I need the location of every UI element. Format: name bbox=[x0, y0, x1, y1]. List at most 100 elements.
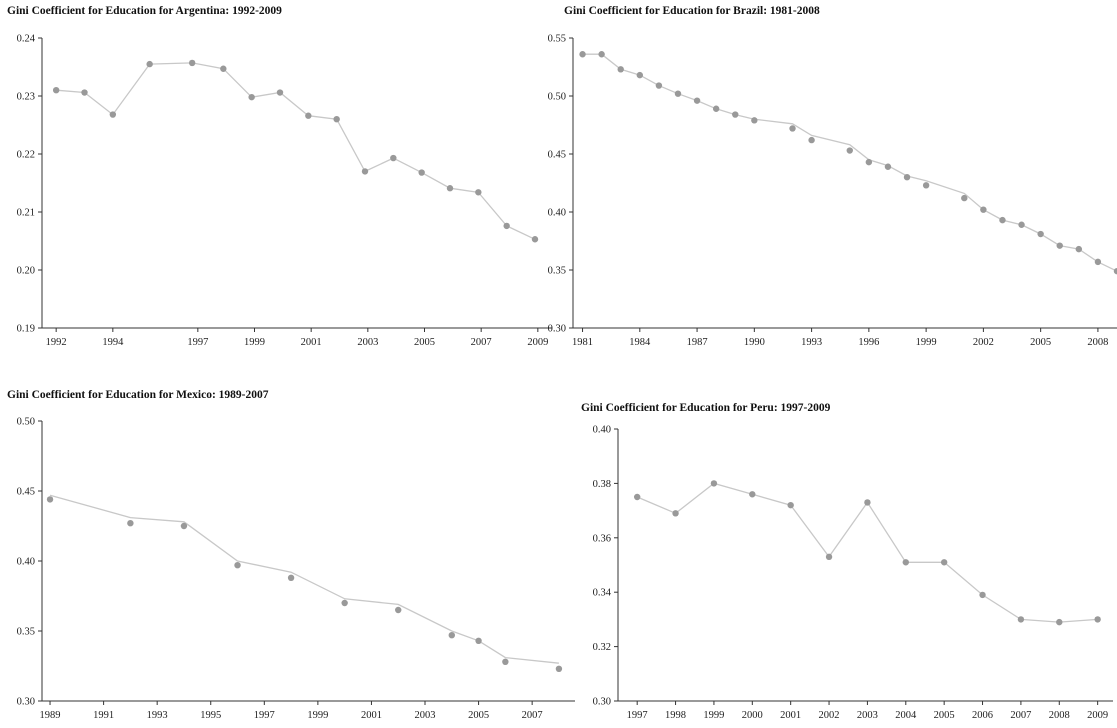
chart-title: Gini Coefficient for Education for Brazi… bbox=[564, 5, 820, 17]
x-tick-label: 2009 bbox=[527, 337, 548, 348]
chart-panel-peru: Gini Coefficient for Education for Peru:… bbox=[578, 383, 1117, 728]
x-tick-label: 1997 bbox=[254, 710, 275, 721]
data-point bbox=[555, 665, 563, 672]
x-tick-label: 2005 bbox=[414, 337, 435, 348]
x-tick-label: 2003 bbox=[357, 337, 378, 348]
series-line bbox=[49, 494, 559, 664]
data-point bbox=[865, 158, 873, 166]
y-tick-label: 0.36 bbox=[593, 533, 611, 544]
data-point bbox=[146, 60, 153, 68]
y-tick-label: 0.23 bbox=[17, 92, 35, 103]
x-tick-label: 2002 bbox=[973, 337, 994, 348]
data-point bbox=[1113, 267, 1117, 275]
chart-panel-argentina: Gini Coefficient for Education for Argen… bbox=[0, 0, 558, 364]
x-tick-label: 2005 bbox=[934, 710, 955, 721]
series-line bbox=[56, 62, 536, 240]
x-tick-label: 1999 bbox=[703, 710, 724, 721]
x-tick-label: 1993 bbox=[801, 337, 822, 348]
data-point bbox=[234, 562, 241, 569]
chart-peru: 0.40 0.38 0.36 0.34 0.32 0.30 1997 1998 1999 2000… bbox=[593, 425, 1113, 721]
y-tick-label: 0.38 bbox=[593, 479, 611, 490]
data-point bbox=[475, 637, 482, 644]
data-point bbox=[751, 117, 758, 124]
y-tick-label: 0.35 bbox=[17, 627, 35, 638]
data-point bbox=[127, 520, 134, 527]
x-tick-label: 1987 bbox=[687, 337, 708, 348]
data-point bbox=[248, 93, 255, 101]
data-point bbox=[902, 559, 909, 566]
x-tick-label: 2007 bbox=[522, 710, 543, 721]
x-tick-label: 2001 bbox=[780, 710, 801, 721]
data-point bbox=[418, 169, 425, 176]
data-point bbox=[633, 493, 641, 501]
y-tick-label: 0.20 bbox=[17, 266, 35, 277]
x-tick-label: 1991 bbox=[93, 710, 114, 721]
y-tick-label: 0.40 bbox=[17, 557, 35, 568]
data-point bbox=[361, 168, 369, 175]
data-point bbox=[188, 59, 196, 67]
y-tick-label: 0.40 bbox=[593, 425, 611, 436]
data-point bbox=[1056, 242, 1063, 249]
data-point bbox=[287, 574, 295, 581]
x-tick-label: 2005 bbox=[1030, 337, 1051, 348]
x-tick-label: 1999 bbox=[916, 337, 937, 348]
chart-panel-mexico: Gini Coefficient for Education for Mexic… bbox=[0, 383, 578, 728]
x-tick-label: 2007 bbox=[471, 337, 492, 348]
data-point bbox=[448, 632, 455, 639]
x-tick-label: 2009 bbox=[1087, 710, 1108, 721]
data-point bbox=[636, 71, 644, 79]
y-tick-label: 0.30 bbox=[17, 697, 35, 708]
x-tick-label: 1996 bbox=[858, 337, 879, 348]
data-point bbox=[220, 65, 227, 72]
x-tick-label: 1995 bbox=[200, 710, 221, 721]
chart-panel-brazil: Gini Coefficient for Education for Brazi… bbox=[548, 0, 1117, 364]
data-point bbox=[503, 222, 510, 230]
data-point bbox=[180, 522, 188, 530]
data-point bbox=[922, 182, 930, 189]
data-point bbox=[341, 599, 348, 607]
x-tick-label: 1984 bbox=[629, 337, 651, 348]
data-point bbox=[979, 591, 986, 599]
y-tick-label: 0.21 bbox=[17, 208, 35, 219]
x-tick-label: 1990 bbox=[744, 337, 765, 348]
series-line bbox=[582, 53, 1117, 272]
data-point bbox=[109, 111, 117, 118]
data-point bbox=[395, 606, 402, 614]
chart-title: Gini Coefficient for Education for Peru:… bbox=[581, 402, 831, 414]
data-point bbox=[732, 111, 739, 118]
data-point bbox=[305, 112, 312, 119]
y-tick-label: 0.32 bbox=[593, 642, 611, 653]
data-point bbox=[655, 82, 663, 89]
data-point bbox=[693, 97, 701, 104]
chart-argentina: 0.24 0.23 0.22 0.21 0.20 0.19 1992 1994 1997 1999… bbox=[17, 34, 552, 348]
x-tick-label: 1989 bbox=[40, 710, 61, 721]
data-point bbox=[1037, 230, 1044, 238]
x-tick-label: 1997 bbox=[187, 337, 208, 348]
data-point bbox=[864, 499, 871, 506]
y-tick-label: 0.24 bbox=[17, 34, 36, 45]
data-point bbox=[672, 510, 679, 517]
data-point bbox=[1017, 616, 1025, 623]
y-tick-label: 0.34 bbox=[593, 588, 612, 599]
data-point bbox=[980, 206, 987, 213]
data-point bbox=[749, 491, 756, 498]
chart-title: Gini Coefficient for Education for Argen… bbox=[7, 5, 282, 17]
y-tick-label: 0.45 bbox=[17, 487, 35, 498]
x-tick-label: 2008 bbox=[1087, 337, 1108, 348]
data-point bbox=[712, 105, 720, 112]
x-tick-label: 2008 bbox=[1049, 710, 1070, 721]
y-tick-label: 0.55 bbox=[548, 34, 566, 45]
data-point bbox=[333, 116, 340, 123]
data-point bbox=[598, 51, 605, 58]
chart-title: Gini Coefficient for Education for Mexic… bbox=[7, 389, 269, 401]
data-point bbox=[276, 89, 284, 96]
y-tick-label: 0.30 bbox=[593, 697, 611, 708]
x-tick-label: 2000 bbox=[742, 710, 763, 721]
data-point bbox=[903, 174, 911, 181]
data-point bbox=[787, 501, 794, 509]
y-tick-label: 0.30 bbox=[548, 324, 566, 335]
data-point bbox=[999, 216, 1006, 224]
data-point bbox=[52, 87, 60, 94]
data-point bbox=[1094, 616, 1101, 623]
y-tick-label: 0.50 bbox=[548, 92, 566, 103]
